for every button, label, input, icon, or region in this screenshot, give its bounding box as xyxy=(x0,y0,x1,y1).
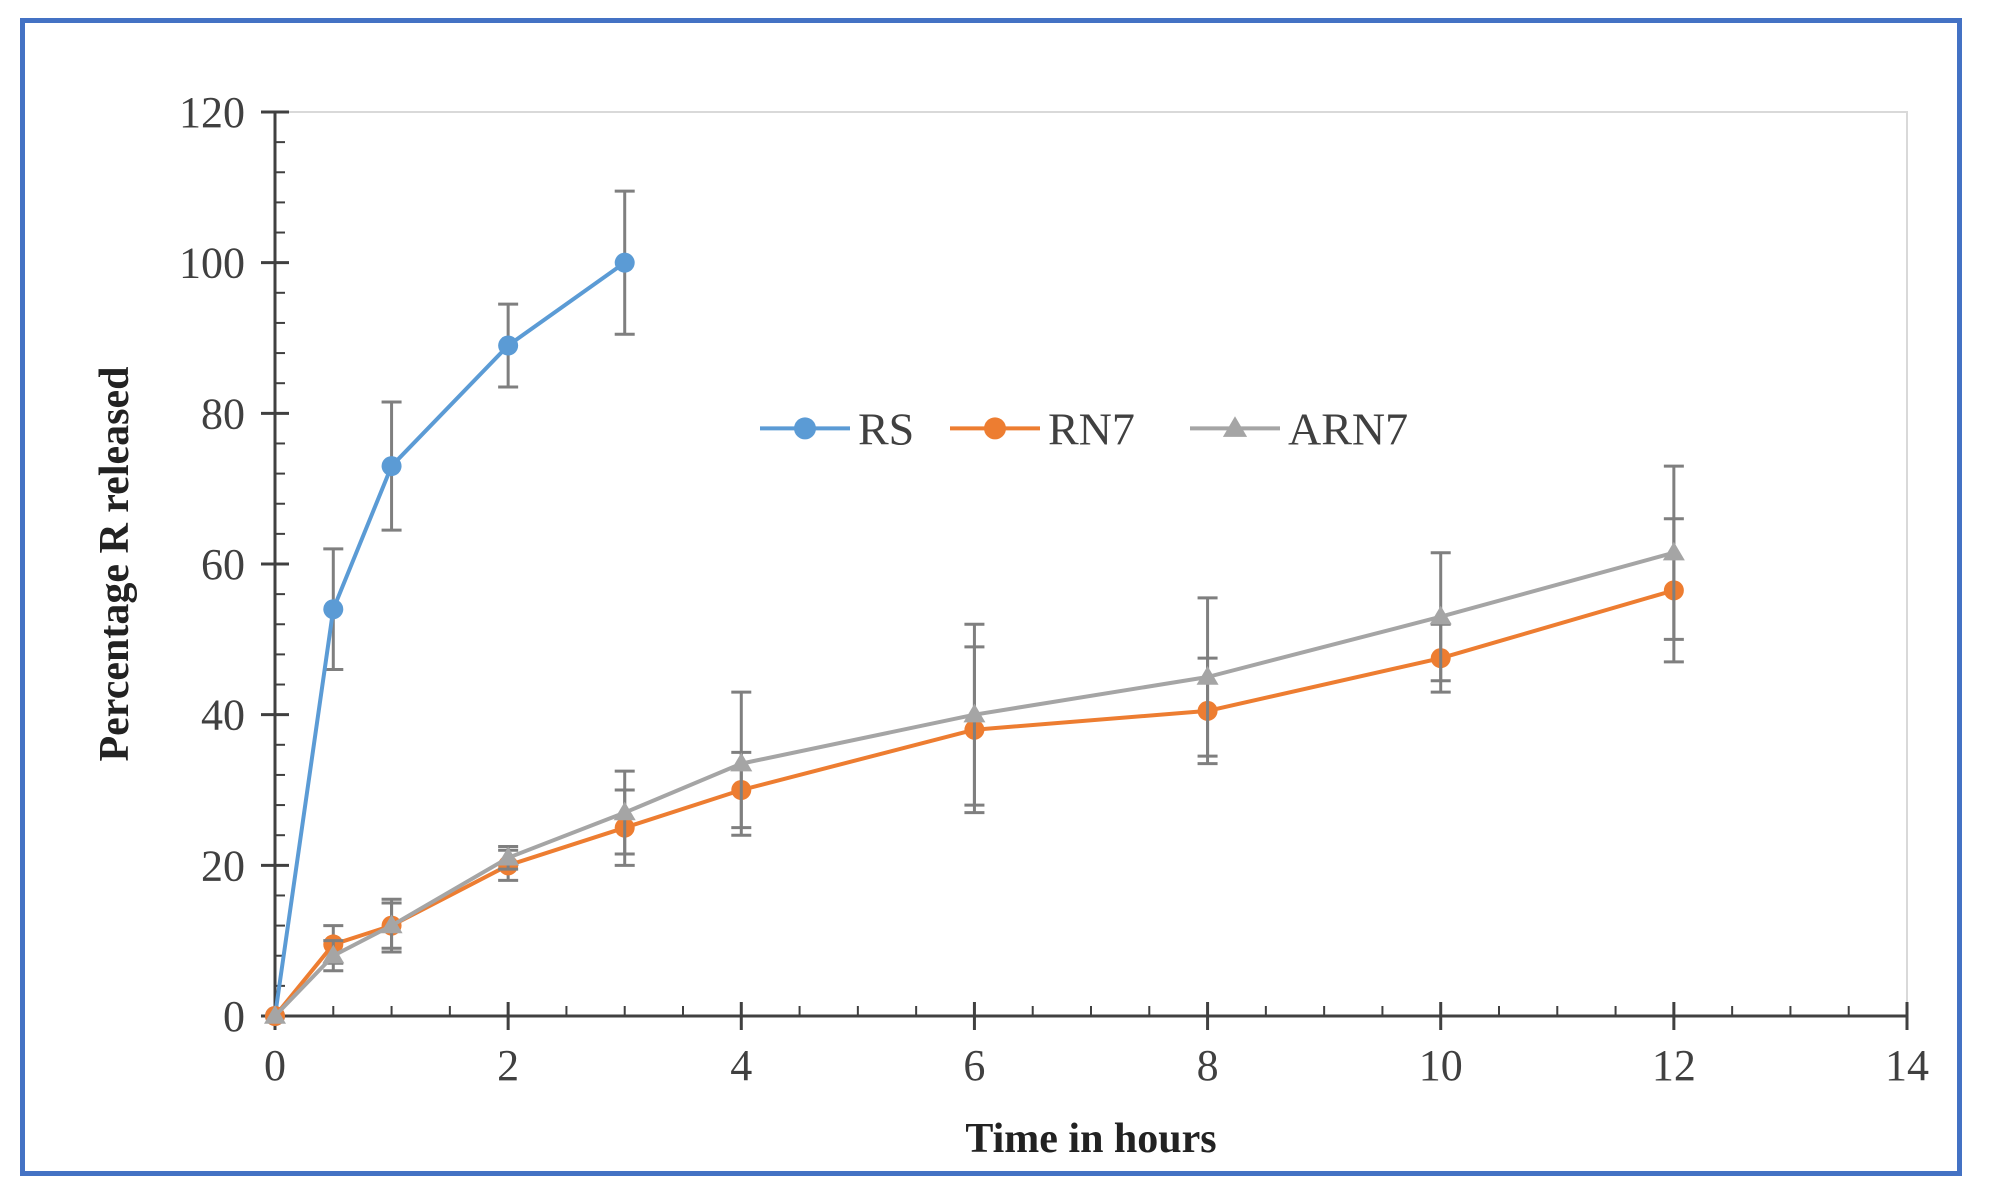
data-point-arn7 xyxy=(1429,605,1452,625)
error-bars-rs xyxy=(323,189,635,671)
data-point-rs xyxy=(498,335,519,356)
x-tick-label-2: 2 xyxy=(497,1041,519,1090)
y-tick-labels: 0 20 40 60 80 100 120 xyxy=(179,88,245,1041)
legend-label-arn7: ARN7 xyxy=(1288,403,1408,454)
error-bars-rn7 xyxy=(323,517,1684,965)
data-point-arn7 xyxy=(380,914,403,934)
y-axis-title: Percentage R released xyxy=(92,367,138,762)
x-tick-label-14: 14 xyxy=(1885,1041,1929,1090)
x-tick-label-0: 0 xyxy=(264,1041,286,1090)
series-line-rn7 xyxy=(273,588,1675,1018)
series-line-arn7 xyxy=(273,550,1675,1018)
series-rs xyxy=(265,189,635,1026)
minor-ticks xyxy=(274,111,1908,1017)
legend-label-rs: RS xyxy=(858,403,914,454)
legend-marker-rs xyxy=(794,417,816,440)
figure-frame xyxy=(20,18,1962,1176)
series-layer xyxy=(264,189,1685,1026)
x-axis-title: Time in hours xyxy=(965,1116,1216,1162)
y-tick-label-20: 20 xyxy=(201,841,245,890)
data-point-arn7 xyxy=(322,944,345,964)
legend-item-rn7: RN7 xyxy=(950,403,1135,454)
y-tick-label-40: 40 xyxy=(201,691,245,740)
error-bars-arn7 xyxy=(323,464,1684,973)
series-arn7 xyxy=(264,464,1685,1024)
data-point-arn7 xyxy=(963,703,986,723)
plot-area xyxy=(274,111,1908,1017)
major-ticks xyxy=(261,110,1909,1030)
x-tick-label-4: 4 xyxy=(730,1041,752,1090)
data-point-rs xyxy=(381,456,402,477)
x-tick-label-8: 8 xyxy=(1197,1041,1219,1090)
data-point-arn7 xyxy=(264,1005,286,1024)
legend-marker-arn7 xyxy=(1222,416,1248,437)
x-tick-labels: 0 2 4 6 8 10 12 14 xyxy=(264,1041,1929,1090)
series-line-rs xyxy=(273,261,626,1017)
legend-label-rn7: RN7 xyxy=(1048,403,1135,454)
y-tick-label-100: 100 xyxy=(179,239,245,288)
y-tick-label-60: 60 xyxy=(201,540,245,589)
data-point-rs xyxy=(614,252,635,273)
y-tick-label-0: 0 xyxy=(223,992,245,1041)
legend-item-rs: RS xyxy=(760,403,914,454)
data-point-arn7 xyxy=(1662,541,1685,561)
x-tick-label-10: 10 xyxy=(1419,1041,1463,1090)
y-tick-label-80: 80 xyxy=(201,389,245,438)
legend: RS RN7 ARN7 xyxy=(760,403,1408,454)
legend-marker-rn7 xyxy=(984,417,1006,440)
data-point-arn7 xyxy=(1196,666,1219,685)
data-point-arn7 xyxy=(497,846,520,866)
x-tick-label-6: 6 xyxy=(963,1041,985,1090)
y-tick-label-120: 120 xyxy=(179,88,245,137)
x-tick-label-12: 12 xyxy=(1652,1041,1696,1090)
data-point-arn7 xyxy=(613,801,636,821)
legend-item-arn7: ARN7 xyxy=(1190,403,1408,454)
data-point-rs xyxy=(323,599,344,620)
data-point-arn7 xyxy=(730,752,753,772)
